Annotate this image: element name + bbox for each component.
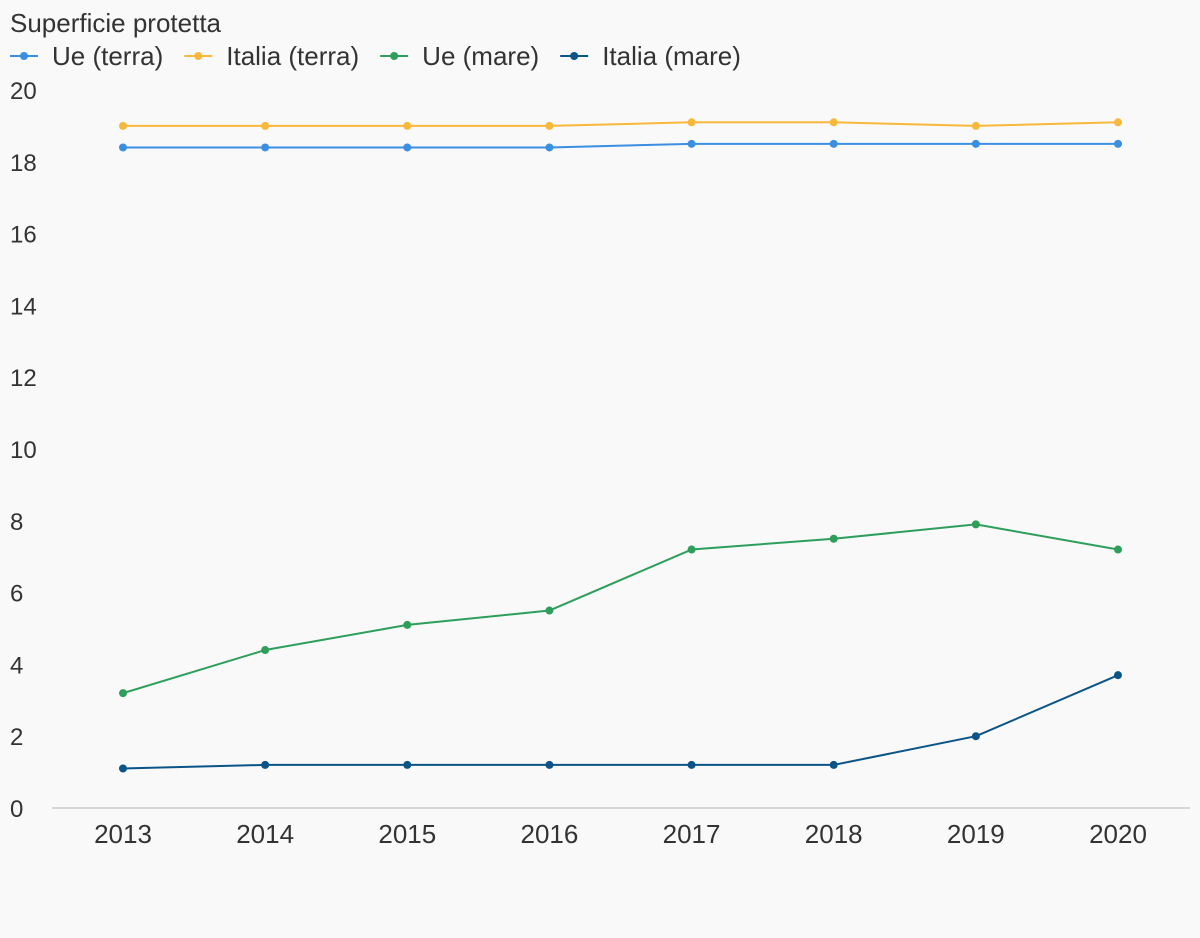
series-line [123, 142, 1118, 149]
legend-item: Ue (terra) [10, 41, 163, 71]
data-point[interactable] [971, 732, 980, 741]
y-tick-label: 20 [10, 78, 37, 105]
data-point[interactable] [1114, 545, 1122, 554]
data-point[interactable] [687, 139, 696, 148]
x-tick-label: 2017 [663, 819, 721, 849]
y-tick-label: 4 [10, 652, 23, 679]
data-point[interactable] [119, 121, 127, 130]
y-tick-label: 6 [10, 581, 23, 608]
data-point[interactable] [971, 121, 980, 130]
legend-swatch-marker [194, 52, 203, 60]
series-2 [119, 520, 1122, 698]
data-point[interactable] [403, 620, 412, 629]
x-axis: 2013 2014 2015 2016 2017 2018 2019 2020 [94, 819, 1147, 849]
data-point[interactable] [829, 118, 838, 127]
legend-item: Italia (terra) [184, 41, 359, 71]
data-point[interactable] [261, 143, 270, 152]
legend-label: Ue (terra) [52, 41, 163, 71]
data-point[interactable] [119, 143, 127, 152]
data-point[interactable] [971, 520, 980, 529]
data-point[interactable] [971, 139, 980, 148]
legend-label: Italia (mare) [602, 41, 741, 71]
legend-item: Ue (mare) [380, 41, 539, 71]
data-point[interactable] [261, 121, 270, 130]
y-tick-label: 2 [10, 724, 23, 751]
data-point[interactable] [403, 121, 412, 130]
data-point[interactable] [1114, 118, 1122, 127]
legend-label: Italia (terra) [226, 41, 359, 71]
data-point[interactable] [829, 534, 838, 543]
series-line [122, 523, 1119, 695]
series-1 [119, 118, 1122, 130]
data-point[interactable] [1114, 671, 1122, 680]
data-point[interactable] [545, 606, 554, 615]
y-axis: 0 2 4 6 8 10 12 14 16 18 20 [10, 78, 37, 823]
y-tick-label: 10 [10, 437, 37, 464]
legend: Ue (terra) Italia (terra) Ue (mare) Italia … [10, 41, 741, 71]
data-point[interactable] [403, 760, 412, 769]
data-point[interactable] [829, 760, 838, 769]
series-line [123, 121, 1119, 127]
series-3 [119, 671, 1122, 773]
data-point[interactable] [261, 760, 270, 769]
x-tick-label: 2018 [805, 819, 863, 849]
legend-label: Ue (mare) [422, 41, 539, 71]
legend-swatch-marker [570, 52, 579, 60]
x-tick-label: 2016 [521, 819, 579, 849]
chart-title: Superficie protetta [10, 8, 222, 38]
data-point[interactable] [545, 121, 554, 130]
legend-swatch-marker [20, 52, 28, 60]
legend-item: Italia (mare) [560, 41, 741, 71]
data-point[interactable] [261, 646, 270, 655]
data-point[interactable] [545, 143, 554, 152]
x-tick-label: 2019 [947, 819, 1005, 849]
y-tick-label: 18 [10, 150, 37, 177]
data-point[interactable] [687, 545, 696, 554]
data-point[interactable] [403, 143, 412, 152]
x-tick-label: 2020 [1089, 819, 1147, 849]
series-layer [119, 118, 1122, 773]
y-tick-label: 12 [10, 365, 37, 392]
series-0 [119, 139, 1122, 152]
data-point[interactable] [1114, 139, 1122, 148]
series-line [122, 674, 1119, 770]
x-tick-label: 2013 [94, 819, 152, 849]
y-tick-label: 14 [10, 293, 37, 320]
data-point[interactable] [829, 139, 838, 148]
y-tick-label: 16 [10, 222, 37, 249]
data-point[interactable] [545, 760, 554, 769]
x-tick-label: 2015 [378, 819, 436, 849]
y-tick-label: 8 [10, 509, 23, 536]
data-point[interactable] [119, 764, 127, 773]
data-point[interactable] [687, 118, 696, 127]
x-tick-label: 2014 [236, 819, 294, 849]
legend-swatch-marker [390, 52, 399, 60]
data-point[interactable] [687, 760, 696, 769]
y-tick-label: 0 [10, 796, 23, 823]
data-point[interactable] [119, 689, 127, 698]
